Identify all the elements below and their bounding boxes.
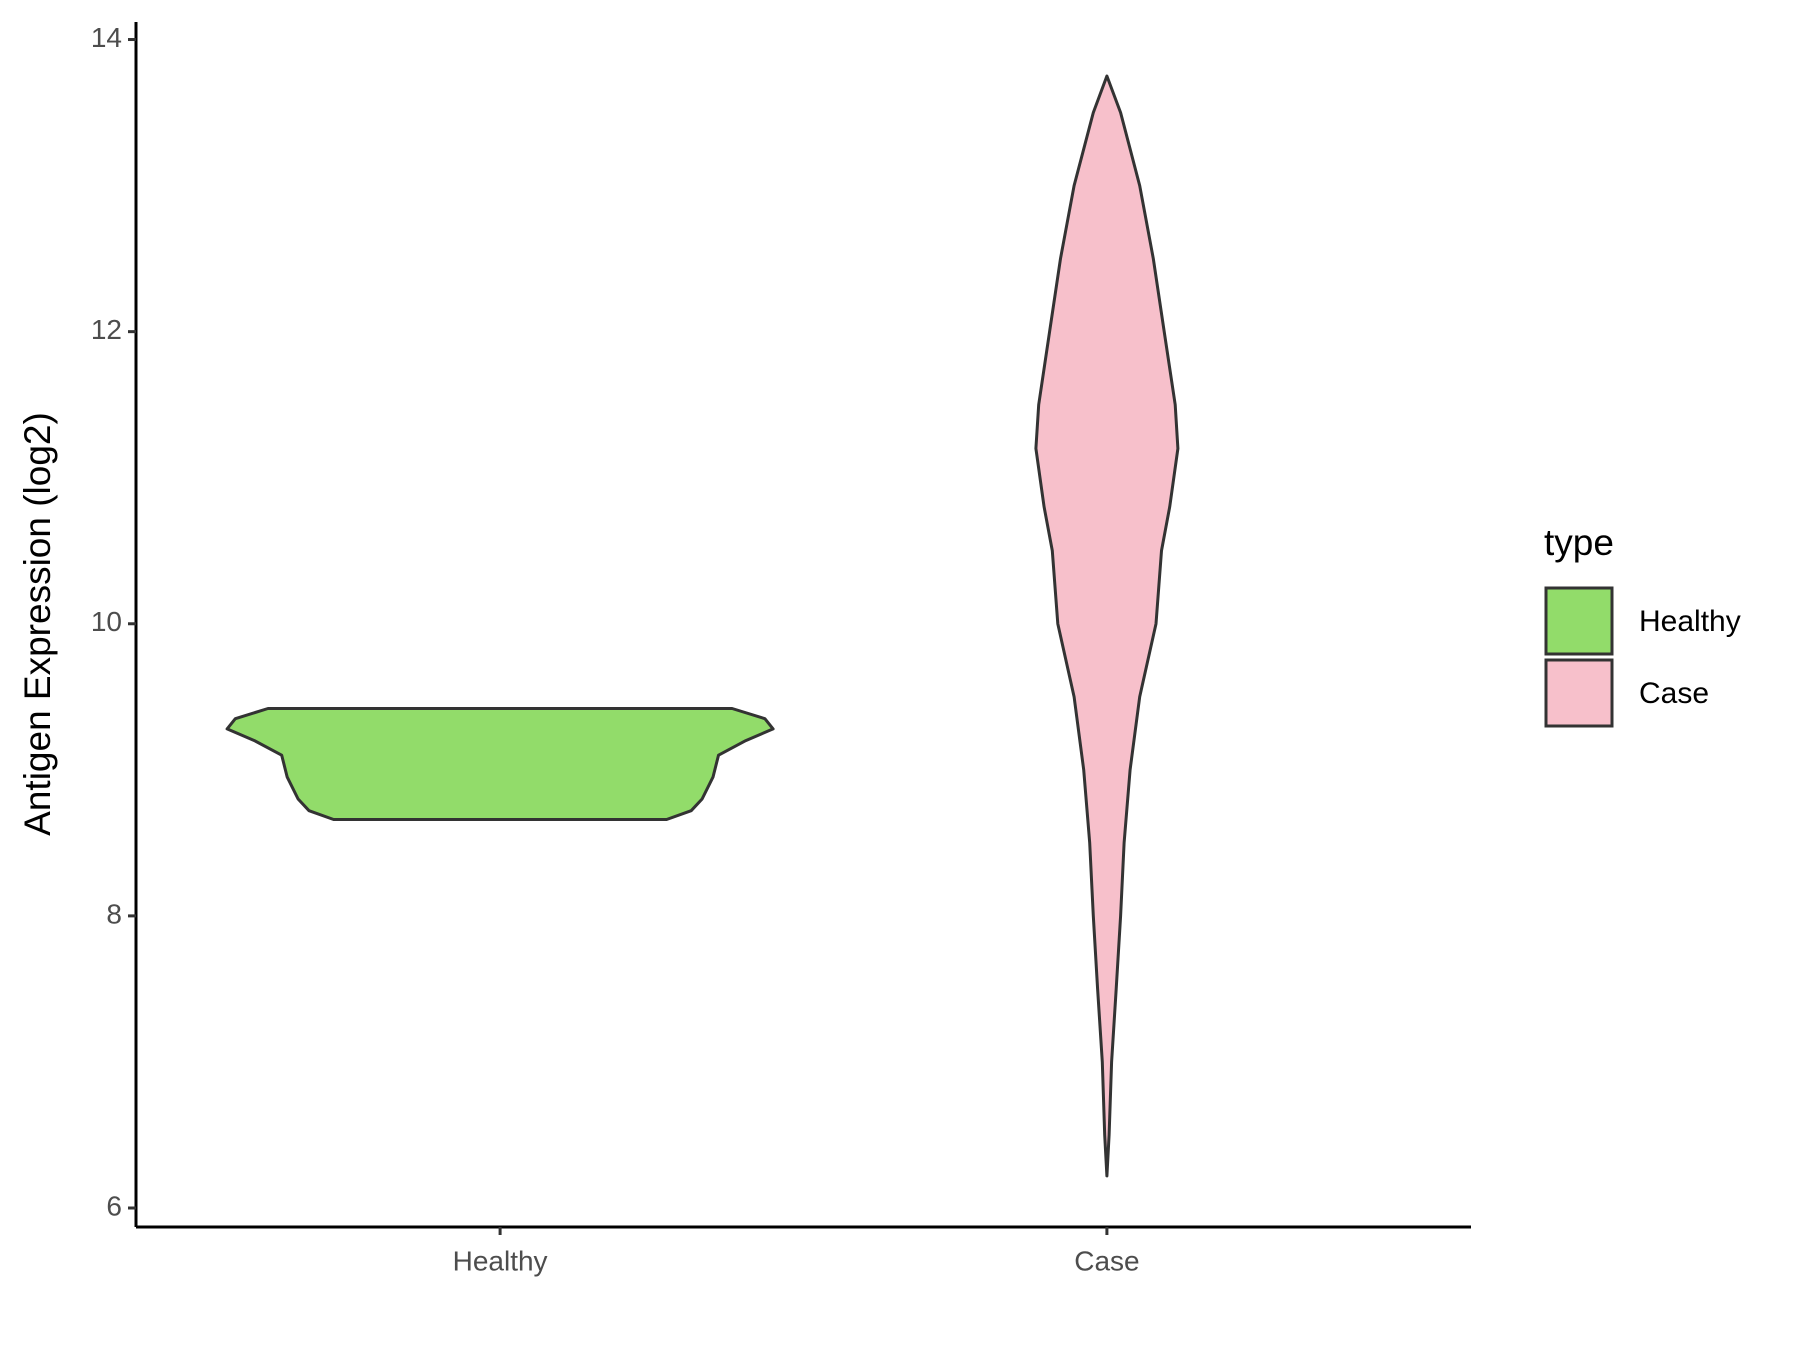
legend-key <box>1544 658 1614 728</box>
legend-label: Case <box>1639 677 1709 710</box>
x-tick-label: Case <box>1074 1245 1139 1276</box>
legend-key <box>1544 586 1614 656</box>
y-tick-label: 8 <box>106 898 122 929</box>
y-tick-label: 6 <box>106 1190 122 1221</box>
x-tick-label: Healthy <box>453 1245 548 1276</box>
violin <box>225 707 775 821</box>
y-axis-title: Antigen Expression (log2) <box>17 412 58 836</box>
legend-label: Healthy <box>1639 605 1741 638</box>
y-tick-label: 12 <box>91 314 122 345</box>
y-tick-label: 14 <box>91 22 122 53</box>
legend-title: type <box>1544 522 1614 563</box>
violin <box>1034 74 1180 1178</box>
y-tick-label: 10 <box>91 606 122 637</box>
